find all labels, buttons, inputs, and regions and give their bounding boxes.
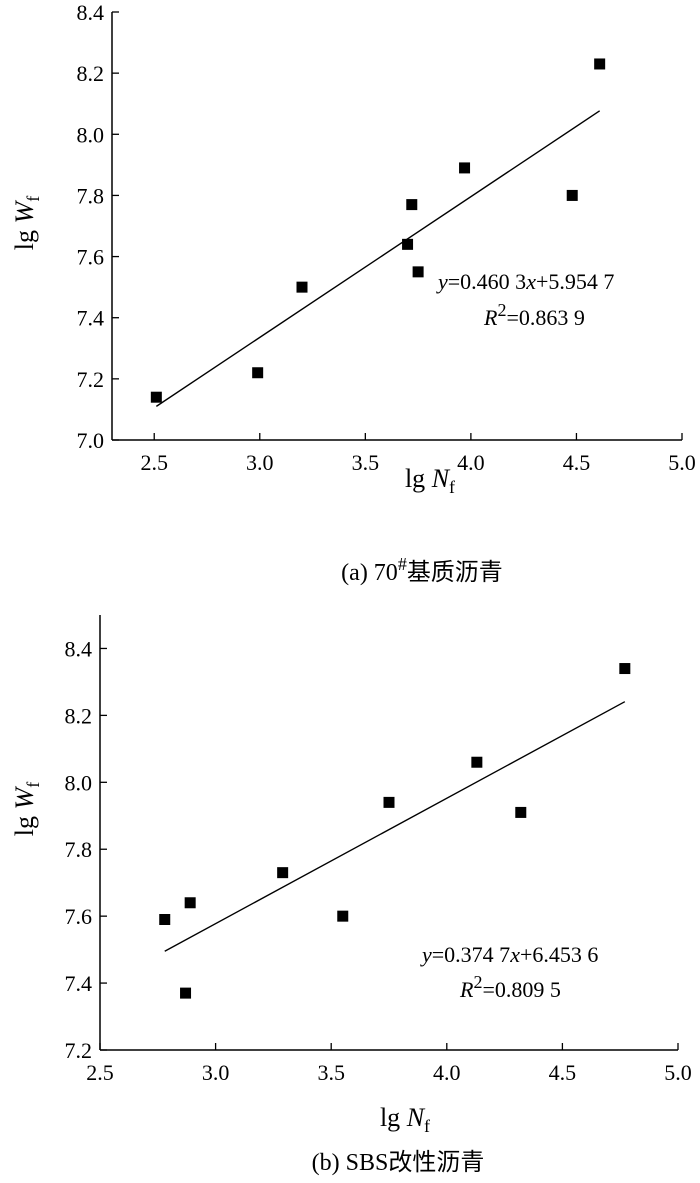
data-point [471,756,483,768]
y-tick-label: 7.0 [77,428,105,453]
y-tick-label: 8.0 [77,122,105,147]
x-tick-labels: 2.5 3.0 3.5 4.0 4.5 5.0 [86,1060,692,1085]
chart-caption: (a) 70#基质沥青 [341,554,503,586]
data-point [594,58,606,70]
data-point [252,367,264,379]
y-tick-label: 8.2 [65,703,93,728]
x-axis-label: lg Nf [405,464,455,497]
x-tick-label: 2.5 [86,1060,114,1085]
x-tick-label: 4.5 [549,1060,577,1085]
data-point [402,238,414,250]
equation-text: y=0.374 7x+6.453 6 [420,942,598,967]
data-point [566,189,578,201]
y-tick-label: 8.4 [77,0,105,25]
x-tick-label: 5.0 [664,1060,692,1085]
x-tick-label: 4.0 [457,450,485,475]
y-tick-label: 7.4 [77,306,105,331]
y-axis-label: lg Wf [10,196,43,250]
plot-frame [99,615,679,1051]
x-tick-label: 2.5 [140,450,168,475]
data-point [277,867,289,879]
x-tick-label: 3.0 [246,450,274,475]
chart-panel-a: 2.5 3.0 3.5 4.0 4.5 5.0 7.0 7.2 7.4 7.6 7.8 8.0 8.2… [10,0,696,586]
y-tick-label: 7.8 [65,837,93,862]
x-tick-labels: 2.5 3.0 3.5 4.0 4.5 5.0 [140,450,695,475]
fit-line-group [164,701,626,952]
chart-caption: (b) SBS改性沥青 [312,1149,485,1176]
y-tick-label: 7.6 [65,904,93,929]
data-point [459,162,471,174]
y-tick-label: 7.4 [65,971,93,996]
fit-line-group [155,110,601,407]
x-tick-label: 5.0 [668,450,696,475]
y-tick-label: 7.6 [77,245,105,270]
y-tick-label: 8.4 [65,636,93,661]
x-tick-label: 3.0 [202,1060,230,1085]
data-point [406,199,418,211]
data-point [180,987,192,999]
y-tick-labels: 7.0 7.2 7.4 7.6 7.8 8.0 8.2 8.4 [77,0,105,453]
data-point [515,806,527,818]
data-point [383,796,395,808]
data-points [159,663,631,999]
plot-frame [111,11,683,441]
data-point [337,910,349,922]
data-point [150,391,162,403]
data-point [184,897,196,909]
data-point [412,266,424,278]
x-tick-label: 4.5 [563,450,591,475]
fit-line [155,110,601,407]
x-tick-label: 3.5 [317,1060,345,1085]
y-tick-label: 8.2 [77,61,105,86]
x-tick-label: 3.5 [352,450,380,475]
y-axis-label: lg Wf [10,782,43,836]
data-point [296,281,308,293]
y-tick-labels: 7.2 7.4 7.6 7.8 8.0 8.2 8.4 [65,636,93,1063]
equation-text: y=0.460 3x+5.954 7 [436,269,614,294]
x-axis-label: lg Nf [380,1103,430,1136]
chart-panel-b: 2.5 3.0 3.5 4.0 4.5 5.0 7.2 7.4 7.6 7.8 8.0 8.2 8.4… [10,615,692,1176]
r-squared-text: R2=0.809 5 [459,972,561,1002]
r-squared-text: R2=0.863 9 [483,300,585,330]
y-tick-label: 8.0 [65,770,93,795]
y-tick-label: 7.8 [77,183,105,208]
data-point [619,663,631,675]
x-tick-label: 4.0 [433,1060,461,1085]
data-point [159,914,171,925]
y-tick-label: 7.2 [77,367,105,392]
data-points [150,58,606,403]
fit-line [164,701,626,952]
y-tick-label: 7.2 [65,1038,93,1063]
